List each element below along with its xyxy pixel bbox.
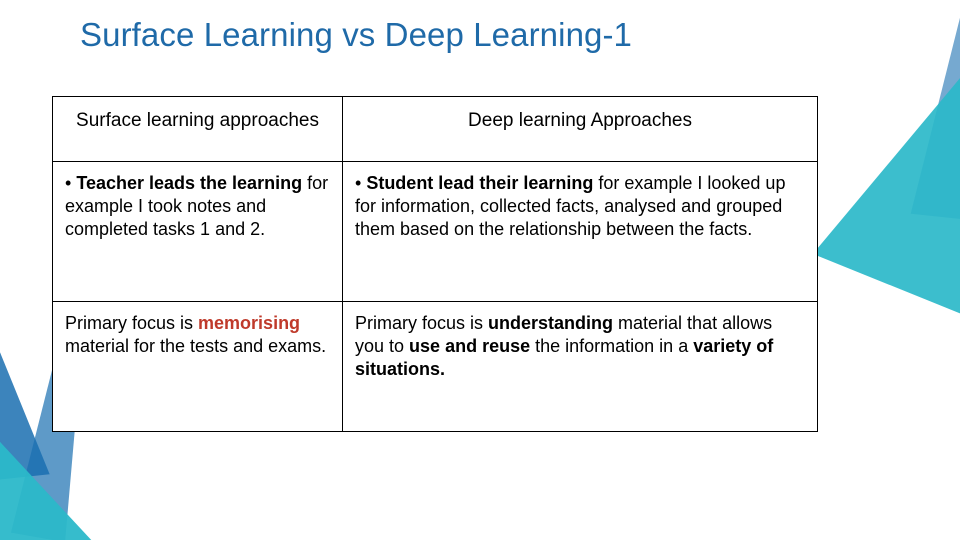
body-text: Primary focus is xyxy=(355,313,488,333)
table-row: • Teacher leads the learning for example… xyxy=(53,162,818,302)
slide-title: Surface Learning vs Deep Learning-1 xyxy=(80,16,632,54)
table-header-row: Surface learning approaches Deep learnin… xyxy=(53,97,818,162)
body-text: the information in a xyxy=(530,336,693,356)
bg-triangle-teal-right xyxy=(813,0,960,321)
cell-surface-1: • Teacher leads the learning for example… xyxy=(53,162,343,302)
bold-text: Student lead their learning xyxy=(366,173,593,193)
table-row: Primary focus is memorising material for… xyxy=(53,302,818,432)
bold-text: use and reuse xyxy=(409,336,530,356)
body-text: material for the tests and exams. xyxy=(65,336,326,356)
cell-deep-2: Primary focus is understanding material … xyxy=(343,302,818,432)
header-cell-surface: Surface learning approaches xyxy=(53,97,343,162)
bullet-icon: • xyxy=(65,173,76,193)
cell-deep-1: • Student lead their learning for exampl… xyxy=(343,162,818,302)
bold-text: understanding xyxy=(488,313,613,333)
accent-text: memorising xyxy=(198,313,300,333)
bold-text: Teacher leads the learning xyxy=(76,173,302,193)
body-text: Primary focus is xyxy=(65,313,198,333)
bullet-icon: • xyxy=(355,173,366,193)
header-cell-deep: Deep learning Approaches xyxy=(343,97,818,162)
cell-surface-2: Primary focus is memorising material for… xyxy=(53,302,343,432)
comparison-table: Surface learning approaches Deep learnin… xyxy=(52,96,818,432)
